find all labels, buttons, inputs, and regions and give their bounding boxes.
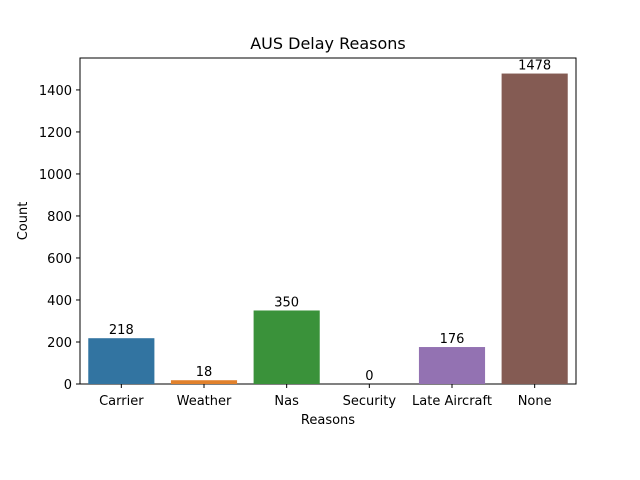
bar-value-label: 176 [440,332,465,347]
bars [88,73,568,384]
y-tick-label: 0 [64,378,72,393]
y-axis-label: Count [16,202,31,241]
bar-value-label: 350 [274,295,299,310]
x-axis: Carrier Weather Nas Security Late Aircraft No… [99,384,552,409]
bar-value-label: 18 [196,365,213,380]
x-tick-label: Nas [274,394,299,409]
bar-late-aircraft [418,347,486,384]
bar-value-label: 218 [109,323,134,338]
y-tick-label: 400 [47,294,72,309]
y-tick-label: 1400 [39,84,72,99]
plot-area [79,57,577,385]
x-tick-label: Carrier [99,394,144,409]
x-tick-label: Security [343,394,397,409]
bar-value-label: 1478 [518,59,551,74]
x-axis-label: Reasons [301,413,355,428]
y-axis: 0 200 400 600 800 1000 1200 1400 [39,84,80,393]
plot-frame [79,57,577,385]
x-tick-label: None [518,394,552,409]
bar-weather [170,380,238,384]
chart-title: AUS Delay Reasons [250,34,406,53]
bar-labels: 218 18 350 0 176 1478 [109,59,551,384]
bar-none [501,73,568,384]
bar-value-label: 0 [365,369,373,384]
x-tick-label: Late Aircraft [412,394,492,409]
y-tick-label: 1000 [39,168,72,183]
y-tick-label: 800 [47,210,72,225]
x-tick-label: Weather [177,394,232,409]
bar-nas [253,310,320,384]
bar-carrier [88,338,155,384]
y-tick-label: 1200 [39,126,72,141]
y-tick-label: 600 [47,252,72,267]
y-tick-label: 200 [47,336,72,351]
